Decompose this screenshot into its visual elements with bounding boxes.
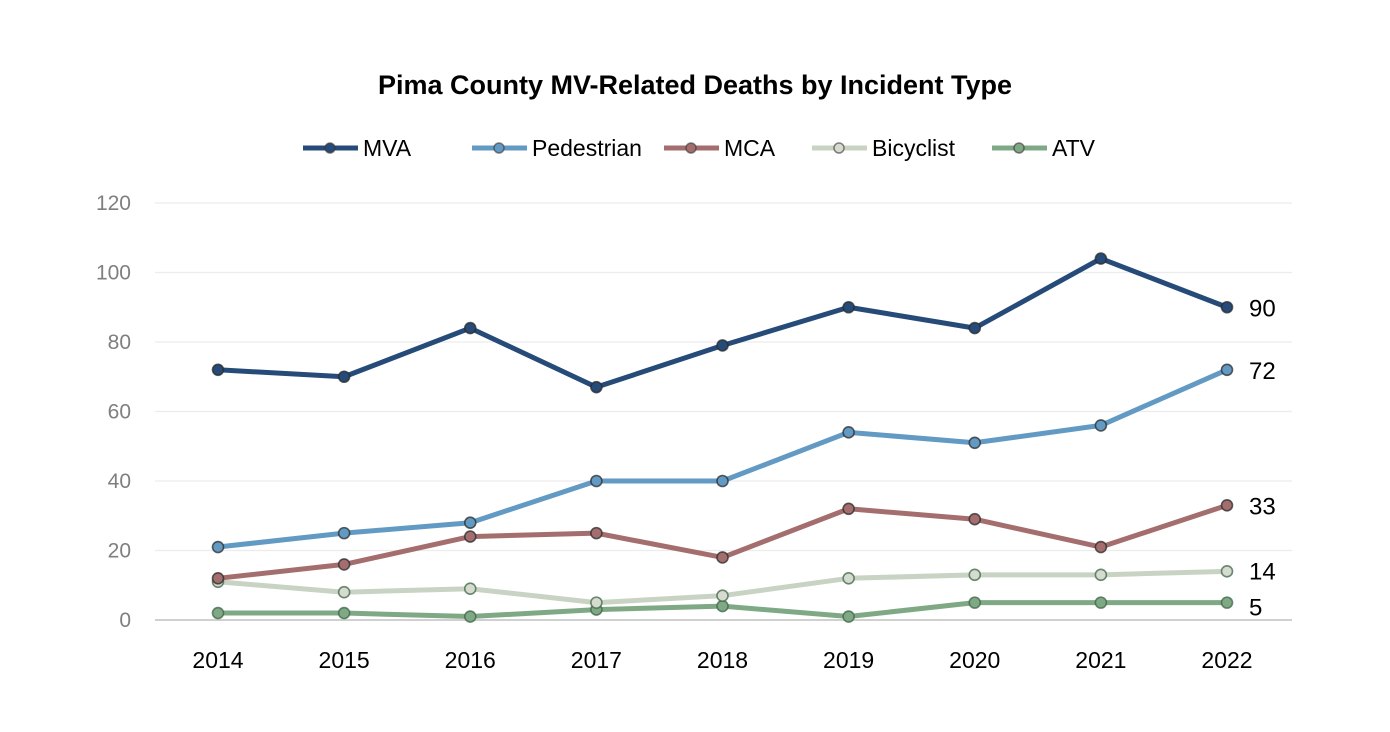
- legend-marker: [833, 142, 845, 154]
- data-point: [1220, 499, 1234, 512]
- data-point: [1094, 252, 1108, 265]
- data-point: [842, 571, 855, 585]
- legend-marker: [1013, 142, 1025, 154]
- data-point: [211, 363, 225, 377]
- series-mca: [211, 499, 1234, 585]
- data-point: [1094, 419, 1108, 432]
- data-point: [1094, 596, 1108, 609]
- legend-label: MVA: [363, 135, 412, 161]
- series-group: [211, 252, 1234, 623]
- y-tick-label: 100: [96, 262, 131, 285]
- data-point: [590, 526, 603, 540]
- x-tick-label: 2016: [445, 647, 496, 673]
- x-tick-label: 2019: [823, 647, 874, 673]
- data-point: [968, 436, 982, 450]
- data-point: [1220, 565, 1234, 578]
- legend-marker: [685, 142, 697, 154]
- data-point: [590, 474, 603, 488]
- x-tick-label: 2015: [319, 647, 370, 673]
- series-pedestrian: [211, 363, 1234, 554]
- data-point: [463, 582, 477, 596]
- data-point: [842, 610, 855, 623]
- data-point: [842, 426, 855, 439]
- data-point: [716, 551, 729, 564]
- legend: MVA Pedestrian MCA Bicyclist ATV: [303, 135, 1096, 161]
- y-tick-label: 20: [108, 540, 131, 563]
- data-point: [337, 526, 351, 540]
- y-tick-label: 120: [96, 192, 131, 215]
- data-point: [590, 596, 603, 609]
- chart-title: Pima County MV-Related Deaths by Inciden…: [378, 70, 1012, 100]
- data-label: 72: [1249, 358, 1276, 385]
- data-point: [211, 606, 225, 620]
- data-point: [968, 568, 982, 582]
- data-point: [968, 512, 982, 526]
- x-tick-label: 2021: [1075, 647, 1126, 673]
- x-tick-label: 2018: [697, 647, 748, 673]
- data-point: [211, 540, 225, 554]
- series-line: [217, 256, 1228, 390]
- series-line: [217, 367, 1229, 550]
- legend-item-pedestrian[interactable]: Pedestrian: [472, 135, 642, 161]
- legend-label: ATV: [1052, 135, 1096, 161]
- data-point: [463, 530, 477, 543]
- data-point: [1094, 540, 1108, 554]
- data-point: [842, 300, 855, 314]
- data-point: [716, 589, 729, 602]
- x-tick-label: 2022: [1201, 647, 1252, 673]
- x-tick-label: 2014: [192, 647, 243, 673]
- data-point: [1220, 363, 1234, 377]
- y-tick-label: 60: [108, 401, 131, 424]
- data-label: 5: [1249, 595, 1262, 622]
- series-mva: [211, 252, 1234, 394]
- data-point: [968, 321, 982, 335]
- data-point: [337, 585, 351, 599]
- legend-label: Pedestrian: [532, 135, 642, 161]
- series-line: [217, 502, 1228, 581]
- data-point: [716, 474, 729, 488]
- y-tick-label: 0: [119, 609, 131, 632]
- legend-marker: [324, 142, 336, 154]
- legend-item-mva[interactable]: MVA: [303, 135, 412, 161]
- x-tick-label: 2017: [571, 647, 622, 673]
- x-axis: 2014 2015 2016 2017 2018 2019 2020 2021 2022: [192, 647, 1252, 673]
- data-point: [463, 321, 477, 335]
- y-axis: 0 20 40 60 80 100 120: [96, 192, 131, 632]
- legend-item-bicyclist[interactable]: Bicyclist: [812, 135, 956, 161]
- data-point: [590, 380, 603, 394]
- data-point: [463, 610, 477, 623]
- legend-label: Bicyclist: [872, 135, 956, 161]
- legend-item-mca[interactable]: MCA: [664, 135, 776, 161]
- data-point: [968, 596, 982, 609]
- data-label: 14: [1249, 558, 1276, 585]
- data-point: [716, 339, 729, 352]
- data-point: [337, 558, 351, 571]
- gridlines: [155, 202, 1292, 621]
- data-point: [337, 370, 351, 384]
- data-point: [337, 606, 351, 620]
- end-labels: 5 14 33 72 90: [1249, 295, 1276, 621]
- data-point: [1220, 300, 1234, 314]
- data-point: [463, 516, 477, 530]
- legend-marker: [493, 142, 505, 154]
- data-point: [1220, 596, 1234, 609]
- data-point: [716, 599, 729, 613]
- data-label: 33: [1249, 493, 1276, 520]
- legend-label: MCA: [724, 135, 776, 161]
- data-point: [211, 571, 225, 585]
- data-point: [1094, 568, 1108, 582]
- x-tick-label: 2020: [949, 647, 1000, 673]
- legend-item-atv[interactable]: ATV: [992, 135, 1096, 161]
- y-tick-label: 80: [108, 331, 131, 354]
- data-point: [842, 502, 855, 516]
- data-label: 90: [1249, 295, 1276, 322]
- y-tick-label: 40: [108, 470, 131, 493]
